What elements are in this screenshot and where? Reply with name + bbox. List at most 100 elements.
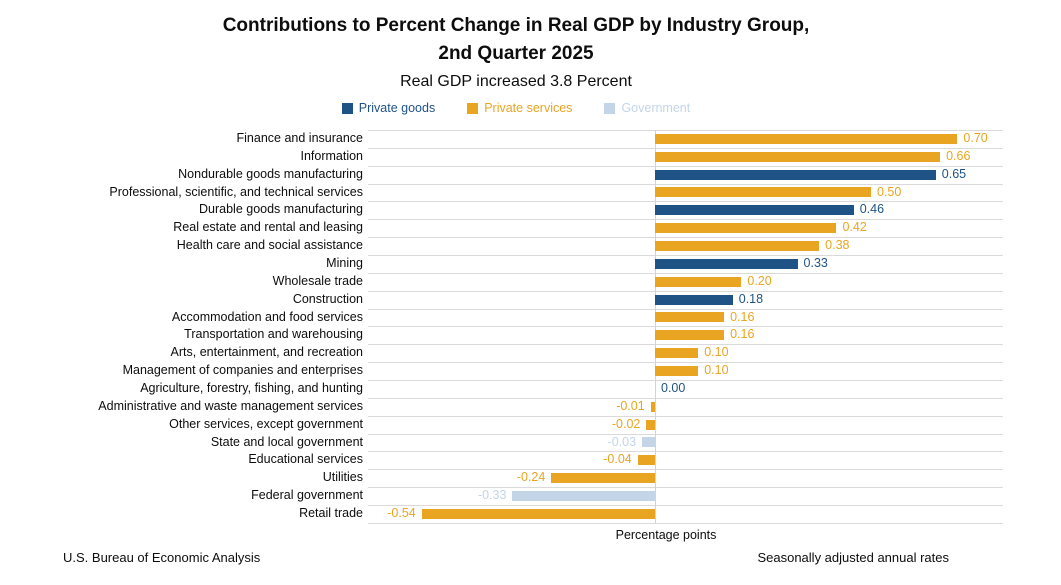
- value-label: 0.65: [941, 166, 967, 181]
- chart-title-line1: Contributions to Percent Change in Real …: [222, 15, 810, 36]
- bar-services[interactable]: [655, 312, 725, 323]
- gridline: [368, 504, 1003, 506]
- category-label: Administrative and waste management serv…: [98, 398, 363, 413]
- gridline: [368, 147, 1003, 149]
- gridline: [368, 165, 1003, 167]
- gridline: [368, 237, 1003, 239]
- bar-services[interactable]: [655, 276, 742, 287]
- value-label: 0.20: [747, 273, 772, 288]
- value-label: 0.38: [825, 238, 850, 253]
- category-label: Utilities: [322, 470, 363, 485]
- category-label: Durable goods manufacturing: [199, 202, 363, 217]
- gridline: [368, 469, 1003, 471]
- category-label: Health care and social assistance: [176, 238, 363, 253]
- gridline: [368, 415, 1003, 417]
- category-label: Retail trade: [299, 505, 363, 520]
- bar-chart-plot: Finance and insurance 0.70 Information 0.66…: [0, 130, 1061, 524]
- value-label: 0.33: [803, 255, 828, 270]
- gridline: [368, 308, 1003, 310]
- bar-services[interactable]: [637, 455, 655, 466]
- bar-government[interactable]: [642, 437, 655, 448]
- gridline: [368, 272, 1003, 274]
- x-axis-label: Percentage points: [615, 528, 717, 542]
- bar-services[interactable]: [655, 187, 871, 198]
- bar-government[interactable]: [512, 491, 655, 502]
- bar-services[interactable]: [655, 133, 958, 144]
- bar-services[interactable]: [655, 366, 699, 377]
- value-label: -0.03: [607, 434, 637, 449]
- category-label: Transportation and warehousing: [184, 327, 363, 342]
- value-label: -0.02: [611, 416, 641, 431]
- value-label: 0.46: [859, 202, 885, 217]
- zero-axis-line: [655, 130, 656, 523]
- gridline: [368, 451, 1003, 453]
- legend-item-goods[interactable]: Private goods: [341, 101, 436, 115]
- value-label: 0.16: [730, 327, 755, 342]
- chart-subtitle: Real GDP increased 3.8 Percent: [400, 73, 632, 90]
- gridline: [368, 130, 1003, 131]
- bar-services[interactable]: [655, 151, 941, 162]
- category-label: Professional, scientific, and technical …: [109, 184, 363, 199]
- gridline: [368, 344, 1003, 346]
- bar-services[interactable]: [646, 419, 655, 430]
- value-label: 0.42: [842, 220, 867, 235]
- bar-goods[interactable]: [655, 205, 854, 216]
- category-label: Federal government: [251, 488, 363, 503]
- bar-goods[interactable]: [655, 169, 936, 180]
- chart-title-line2: 2nd Quarter 2025: [438, 43, 594, 64]
- bar-services[interactable]: [655, 330, 725, 341]
- category-label: Other services, except government: [169, 416, 363, 431]
- category-label: Educational services: [248, 452, 363, 467]
- value-label: -0.24: [516, 470, 546, 485]
- value-label: -0.01: [616, 398, 645, 413]
- title-block: Contributions to Percent Change in Real …: [0, 12, 1032, 93]
- bar-goods[interactable]: [655, 294, 733, 305]
- category-label: Wholesale trade: [272, 273, 363, 288]
- gridline: [368, 201, 1003, 203]
- category-label: Information: [300, 148, 363, 163]
- legend-item-services[interactable]: Private services: [467, 101, 572, 115]
- legend-swatch-goods: [341, 102, 353, 114]
- value-label: 0.10: [704, 363, 729, 378]
- category-label: Finance and insurance: [236, 131, 363, 145]
- legend-item-government[interactable]: Government: [604, 101, 690, 115]
- bar-services[interactable]: [650, 401, 655, 412]
- bar-services[interactable]: [421, 508, 655, 519]
- legend-label-services: Private services: [484, 101, 573, 115]
- gridline: [368, 362, 1003, 364]
- adjustment-note: Seasonally adjusted annual rates: [757, 550, 949, 565]
- category-label: Agriculture, forestry, fishing, and hunt…: [140, 380, 363, 395]
- category-label: Real estate and rental and leasing: [173, 220, 363, 235]
- category-label: Management of companies and enterprises: [122, 363, 363, 378]
- value-label: -0.33: [477, 488, 507, 503]
- bar-services[interactable]: [655, 241, 820, 252]
- legend-label-goods: Private goods: [358, 101, 436, 115]
- gridline: [368, 433, 1003, 435]
- bar-goods[interactable]: [655, 258, 798, 269]
- chart-legend: Private goods Private services Government: [0, 101, 1032, 115]
- bar-services[interactable]: [655, 348, 699, 359]
- gridline: [368, 183, 1003, 185]
- gridline: [368, 219, 1003, 221]
- value-label: 0.00: [661, 380, 686, 395]
- category-label: Accommodation and food services: [171, 309, 363, 324]
- gridline: [368, 487, 1003, 489]
- value-label: 0.10: [704, 345, 729, 360]
- value-label: -0.04: [603, 452, 632, 467]
- value-label: 0.50: [877, 184, 902, 199]
- gridline: [368, 397, 1003, 399]
- value-label: 0.18: [738, 291, 764, 306]
- source-note: U.S. Bureau of Economic Analysis: [63, 550, 261, 565]
- category-label: Arts, entertainment, and recreation: [170, 345, 363, 360]
- legend-swatch-government: [604, 102, 616, 114]
- value-label: 0.66: [946, 148, 971, 163]
- bar-services[interactable]: [655, 223, 837, 234]
- category-label: State and local government: [210, 434, 363, 449]
- value-label: -0.54: [387, 505, 416, 520]
- gridline: [368, 290, 1003, 292]
- bar-services[interactable]: [551, 473, 655, 484]
- gridline: [368, 326, 1003, 328]
- gridline: [368, 254, 1003, 256]
- legend-label-government: Government: [621, 101, 691, 115]
